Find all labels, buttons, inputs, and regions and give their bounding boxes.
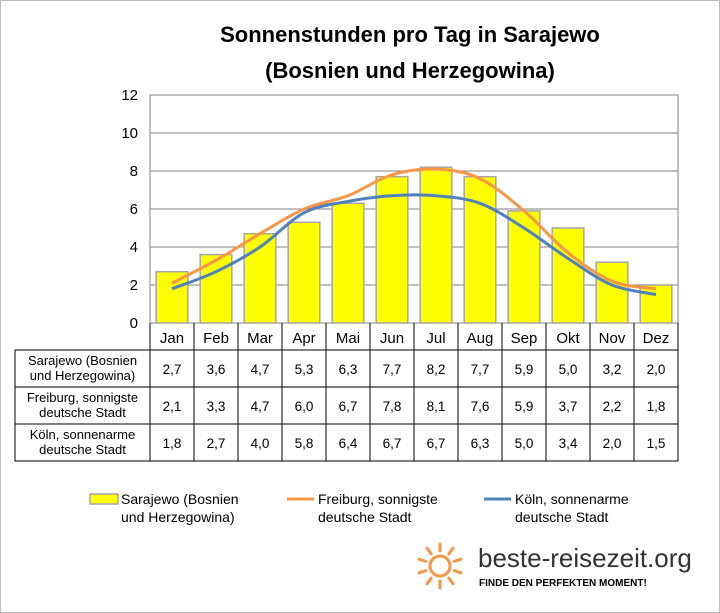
data-label: 6,3 <box>339 362 358 377</box>
bar-jul <box>419 166 453 324</box>
data-label: 7,7 <box>383 362 402 377</box>
x-tick-label: Jan <box>160 330 184 347</box>
y-tick-label: 8 <box>130 163 138 180</box>
data-label: 2,7 <box>207 436 226 451</box>
sun-ray <box>417 569 428 575</box>
y-tick-label: 10 <box>121 125 138 142</box>
bar-jun <box>375 175 409 324</box>
x-tick-label: Nov <box>599 330 626 347</box>
bar-dez <box>639 284 673 324</box>
data-label: 3,7 <box>559 399 578 414</box>
data-label: 1,5 <box>647 436 666 451</box>
x-tick-label: Dez <box>643 330 670 347</box>
row-label: Freiburg, sonnigste <box>27 390 138 405</box>
data-label: 7,7 <box>471 362 490 377</box>
sun-ray <box>452 557 463 563</box>
data-label: 6,0 <box>295 399 314 414</box>
row-label: und Herzegowina) <box>30 368 136 383</box>
y-tick-label: 4 <box>130 239 138 256</box>
data-label: 6,3 <box>471 436 490 451</box>
data-label: 5,3 <box>295 362 314 377</box>
sun-ray <box>425 576 433 586</box>
data-label: 1,8 <box>647 399 666 414</box>
data-label: 4,7 <box>251 399 270 414</box>
brand-logo: beste-reisezeit.org FINDE DEN PERFEKTEN … <box>417 542 692 590</box>
data-label: 6,7 <box>427 436 446 451</box>
sun-icon <box>417 542 463 590</box>
sun-ray <box>447 576 455 586</box>
data-label: 7,8 <box>383 399 402 414</box>
x-tick-label: Mai <box>336 330 360 347</box>
legend-label: Köln, sonnenarme <box>515 491 629 507</box>
brand-slogan: FINDE DEN PERFEKTEN MOMENT! <box>479 578 647 589</box>
data-label: 2,2 <box>603 399 622 414</box>
data-label: 5,0 <box>515 436 534 451</box>
data-label: 4,0 <box>251 436 270 451</box>
data-label: 6,4 <box>339 436 358 451</box>
x-tick-label: Mar <box>247 330 273 347</box>
data-label: 2,1 <box>163 399 182 414</box>
data-label: 1,8 <box>163 436 182 451</box>
data-label: 7,6 <box>471 399 490 414</box>
legend-label: Sarajewo (Bosnien <box>121 491 239 507</box>
data-label: 2,0 <box>603 436 622 451</box>
row-label: deutsche Stadt <box>39 405 126 420</box>
data-label: 5,8 <box>295 436 314 451</box>
data-label: 3,2 <box>603 362 622 377</box>
x-tick-label: Jul <box>426 330 445 347</box>
plot-area: 0 2 4 6 8 10 12 <box>121 87 679 332</box>
sun-ray <box>452 569 463 575</box>
y-tick-label: 6 <box>130 201 138 218</box>
sun-ray <box>425 546 433 556</box>
legend-label: und Herzegowina) <box>121 509 235 525</box>
data-label: 4,7 <box>251 362 270 377</box>
x-tick-label: Sep <box>511 330 538 347</box>
row-label: deutsche Stadt <box>39 442 126 457</box>
data-label: 3,3 <box>207 399 226 414</box>
data-label: 3,4 <box>559 436 578 451</box>
y-tick-label: 12 <box>121 87 138 104</box>
bar-apr <box>287 221 321 324</box>
x-tick-label: Apr <box>292 330 315 347</box>
data-label: 6,7 <box>383 436 402 451</box>
x-tick-label: Aug <box>467 330 494 347</box>
row-label: Sarajewo (Bosnien <box>28 353 137 368</box>
x-tick-label: Okt <box>556 330 580 347</box>
data-label: 2,0 <box>647 362 666 377</box>
bar-mai <box>331 202 365 324</box>
line-series-2 <box>171 193 657 296</box>
sun-ray <box>447 546 455 556</box>
data-label: 3,6 <box>207 362 226 377</box>
legend: Sarajewo (Bosnien und Herzegowina) Freibur… <box>89 491 629 525</box>
legend-label: Freiburg, sonnigste <box>318 491 438 507</box>
data-label: 5,0 <box>559 362 578 377</box>
line-series-1 <box>171 167 657 291</box>
brand-name: beste-reisezeit.org <box>478 543 692 573</box>
data-label: 5,9 <box>515 362 534 377</box>
chart-title-line-2: (Bosnien und Herzegowina) <box>265 58 555 83</box>
legend-label: deutsche Stadt <box>318 509 412 525</box>
sun-ray <box>417 557 428 563</box>
x-tick-label: Feb <box>203 330 229 347</box>
y-tick-label: 2 <box>130 277 138 294</box>
data-table: Jan Feb Mar Apr Mai Jun Jul Aug Sep Okt Nov Dez Sara… <box>14 323 679 462</box>
chart-title-line-1: Sonnenstunden pro Tag in Sarajewo <box>220 22 600 47</box>
bar-jan <box>155 270 189 324</box>
bar-nov <box>595 261 629 324</box>
legend-label: deutsche Stadt <box>515 509 609 525</box>
data-label: 8,1 <box>427 399 446 414</box>
x-tick-label: Jun <box>380 330 404 347</box>
row-label: Köln, sonnenarme <box>30 427 136 442</box>
data-label: 6,7 <box>339 399 358 414</box>
sun-core <box>428 554 452 578</box>
data-label: 5,9 <box>515 399 534 414</box>
legend-swatch-bar <box>89 493 119 505</box>
data-label: 8,2 <box>427 362 446 377</box>
y-tick-label: 0 <box>130 315 138 332</box>
data-label: 2,7 <box>163 362 182 377</box>
